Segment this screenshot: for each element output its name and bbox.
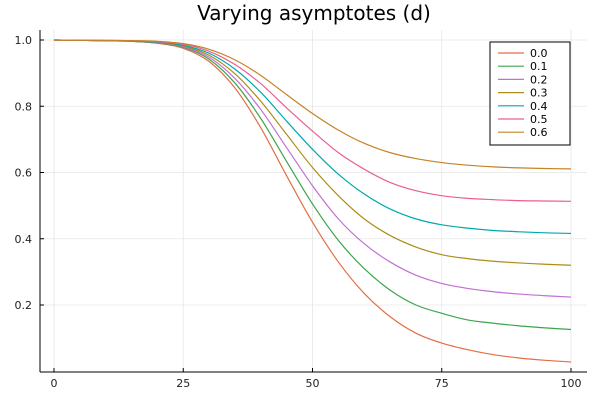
legend-label: 0.5 xyxy=(530,113,548,126)
legend-label: 0.2 xyxy=(530,73,548,86)
y-tick-label: 1.0 xyxy=(15,34,33,47)
legend-box xyxy=(489,41,571,146)
axes-layer xyxy=(39,30,587,373)
chart-title: Varying asymptotes (d) xyxy=(197,1,431,25)
x-tick-label: 25 xyxy=(176,377,190,390)
y-tick-label: 0.4 xyxy=(15,233,33,246)
legend-label: 0.3 xyxy=(530,87,548,100)
y-tick-label: 0.6 xyxy=(15,167,33,180)
ticks-layer: 0 25 50 75 100 0.2 0.4 0.6 0.8 1.0 xyxy=(15,34,582,390)
y-tick-label: 0.2 xyxy=(15,299,33,312)
grid-layer xyxy=(40,30,587,372)
series-line-0.6 xyxy=(53,39,572,170)
legend: 0.00.10.20.30.40.50.6 xyxy=(489,41,571,146)
x-tick-label: 0 xyxy=(51,377,58,390)
legend-label: 0.4 xyxy=(530,100,548,113)
x-tick-label: 100 xyxy=(561,377,582,390)
x-tick-label: 75 xyxy=(435,377,449,390)
legend-label: 0.6 xyxy=(530,126,548,139)
series-layer xyxy=(53,39,572,363)
legend-label: 0.0 xyxy=(530,47,548,60)
x-tick-label: 50 xyxy=(306,377,320,390)
legend-label: 0.1 xyxy=(530,60,548,73)
y-tick-label: 0.8 xyxy=(15,100,33,113)
